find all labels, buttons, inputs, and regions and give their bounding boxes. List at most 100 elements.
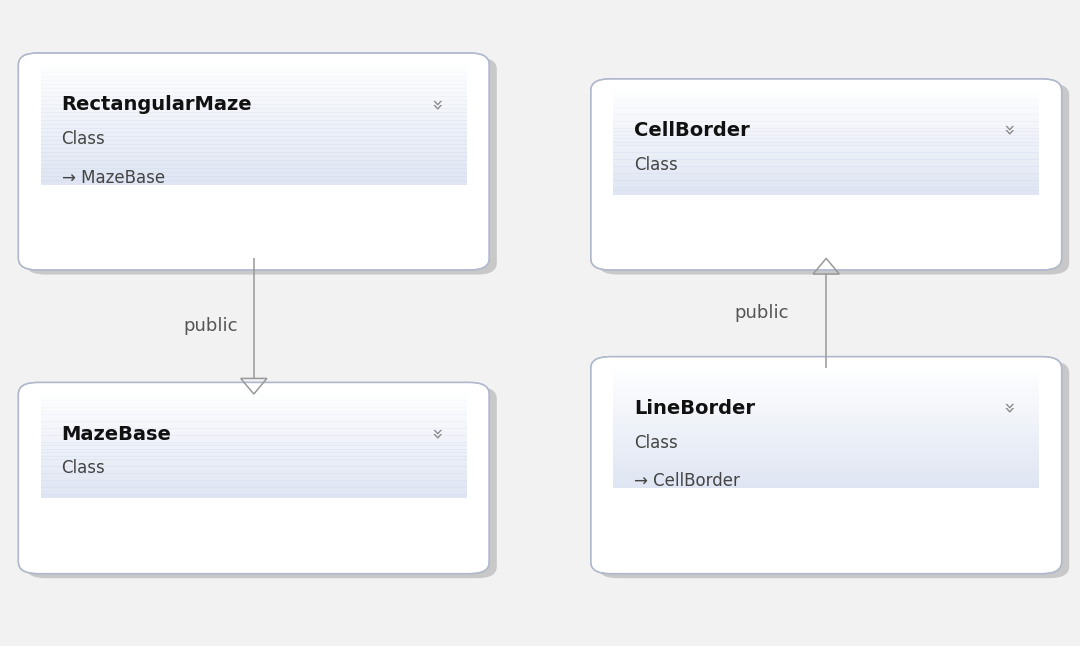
Bar bbox=[613, 412, 1039, 416]
Bar bbox=[613, 452, 1039, 456]
Bar bbox=[41, 474, 467, 477]
Bar bbox=[613, 420, 1039, 424]
Bar bbox=[41, 418, 467, 422]
Bar bbox=[613, 371, 1039, 376]
Bar bbox=[613, 408, 1039, 412]
Bar bbox=[41, 76, 467, 81]
Bar bbox=[41, 172, 467, 177]
FancyBboxPatch shape bbox=[18, 382, 489, 574]
Bar bbox=[613, 191, 1039, 194]
Bar bbox=[613, 97, 1039, 101]
Bar bbox=[613, 475, 1039, 481]
Bar bbox=[613, 444, 1039, 448]
Bar bbox=[41, 432, 467, 435]
Bar bbox=[41, 64, 467, 68]
Bar bbox=[41, 92, 467, 97]
Bar bbox=[41, 124, 467, 129]
Text: RectangularMaze: RectangularMaze bbox=[62, 95, 253, 114]
Text: public: public bbox=[184, 317, 238, 335]
Bar bbox=[41, 466, 467, 470]
Bar bbox=[613, 125, 1039, 129]
Bar bbox=[613, 118, 1039, 121]
Bar bbox=[613, 404, 1039, 408]
Bar bbox=[613, 128, 1039, 132]
Bar bbox=[41, 80, 467, 85]
Bar bbox=[613, 159, 1039, 163]
Bar bbox=[41, 463, 467, 467]
Bar bbox=[613, 110, 1039, 115]
Text: MazeBase: MazeBase bbox=[62, 424, 172, 444]
Bar bbox=[613, 388, 1039, 392]
Text: Class: Class bbox=[62, 130, 106, 148]
Text: »: » bbox=[998, 125, 1017, 136]
Text: → CellBorder: → CellBorder bbox=[634, 472, 740, 490]
Bar bbox=[613, 183, 1039, 187]
Text: Class: Class bbox=[634, 156, 678, 174]
Bar bbox=[613, 432, 1039, 436]
FancyBboxPatch shape bbox=[591, 79, 1062, 270]
Bar bbox=[41, 449, 467, 453]
Bar bbox=[613, 180, 1039, 184]
Bar bbox=[613, 400, 1039, 404]
Text: Class: Class bbox=[62, 459, 106, 477]
Bar bbox=[613, 468, 1039, 472]
Bar bbox=[41, 459, 467, 463]
Bar bbox=[613, 103, 1039, 108]
Bar bbox=[41, 484, 467, 488]
Bar bbox=[41, 148, 467, 152]
Bar bbox=[41, 140, 467, 145]
Text: CellBorder: CellBorder bbox=[634, 121, 750, 140]
Bar bbox=[41, 401, 467, 404]
Bar bbox=[613, 455, 1039, 461]
Bar bbox=[613, 484, 1039, 488]
Bar bbox=[613, 156, 1039, 160]
Bar bbox=[613, 464, 1039, 468]
Bar bbox=[613, 100, 1039, 104]
Bar bbox=[613, 428, 1039, 432]
Bar bbox=[41, 152, 467, 157]
Bar bbox=[41, 108, 467, 112]
Bar bbox=[613, 135, 1039, 139]
Bar bbox=[613, 435, 1039, 441]
Bar bbox=[41, 494, 467, 498]
Bar bbox=[613, 375, 1039, 380]
Text: LineBorder: LineBorder bbox=[634, 399, 755, 418]
Bar bbox=[41, 176, 467, 181]
Bar bbox=[613, 166, 1039, 171]
Bar bbox=[613, 460, 1039, 464]
Bar bbox=[41, 393, 467, 397]
Bar bbox=[41, 439, 467, 443]
Bar bbox=[613, 170, 1039, 174]
Bar bbox=[41, 156, 467, 161]
Text: public: public bbox=[734, 304, 788, 322]
Bar bbox=[41, 452, 467, 457]
Bar bbox=[41, 116, 467, 121]
Text: Class: Class bbox=[634, 433, 678, 452]
Bar bbox=[41, 160, 467, 165]
Bar bbox=[613, 395, 1039, 401]
Bar bbox=[41, 120, 467, 125]
Text: »: » bbox=[998, 402, 1017, 414]
Bar bbox=[613, 480, 1039, 484]
Bar bbox=[41, 88, 467, 92]
Bar bbox=[613, 440, 1039, 444]
Bar bbox=[41, 84, 467, 89]
Bar bbox=[613, 121, 1039, 125]
Bar bbox=[613, 424, 1039, 428]
Bar bbox=[41, 435, 467, 439]
Bar bbox=[41, 128, 467, 132]
Bar bbox=[41, 487, 467, 491]
Bar bbox=[613, 142, 1039, 146]
Bar bbox=[41, 144, 467, 149]
Bar bbox=[41, 132, 467, 137]
Bar bbox=[613, 163, 1039, 167]
Bar bbox=[613, 93, 1039, 98]
Bar bbox=[41, 112, 467, 117]
Bar bbox=[41, 68, 467, 72]
Bar bbox=[41, 470, 467, 474]
FancyBboxPatch shape bbox=[598, 361, 1069, 578]
Bar bbox=[613, 472, 1039, 476]
FancyBboxPatch shape bbox=[26, 387, 497, 578]
Bar bbox=[41, 428, 467, 432]
Bar bbox=[41, 421, 467, 425]
